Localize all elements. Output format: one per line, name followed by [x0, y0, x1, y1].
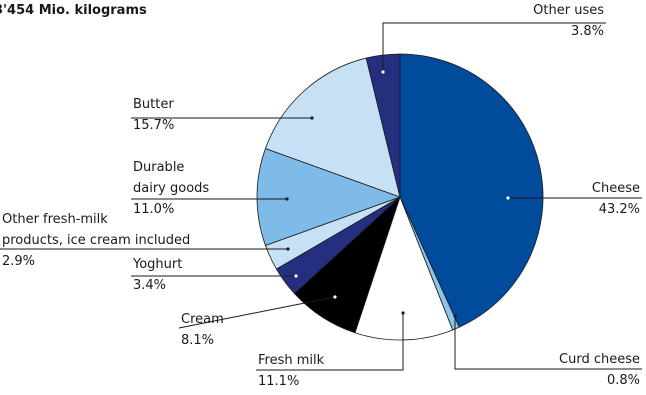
slice-cheese — [399, 53, 544, 328]
leader-dot-yoghurt — [294, 274, 298, 278]
slice-percent-other-fresh-milk-products: 2.9% — [2, 254, 35, 269]
slice-percent-other-uses: 3.8% — [571, 24, 604, 39]
slice-butter — [264, 57, 401, 198]
slice-fresh-milk — [354, 195, 454, 341]
slice-label-curd-cheese: Curd cheese — [559, 352, 640, 367]
slice-percent-fresh-milk: 11.1% — [258, 374, 299, 389]
slice-label-other-uses: Other uses — [533, 3, 604, 18]
chart-title: 3'454 Mio. kilograms — [0, 3, 147, 18]
slice-percent-yoghurt: 3.4% — [133, 278, 166, 293]
slice-label-butter: Butter — [133, 97, 174, 112]
slice-percent-butter: 15.7% — [133, 118, 174, 133]
leader-line-fresh-milk — [256, 313, 404, 371]
slice-label-yoghurt: Yoghurt — [132, 257, 182, 272]
slice-label-cream: Cream — [181, 312, 224, 327]
leader-dot-cheese — [506, 196, 510, 200]
leader-line-curd-cheese — [454, 316, 642, 370]
slice-label-fresh-milk: Fresh milk — [258, 353, 325, 368]
leader-line-cream — [178, 296, 336, 329]
leader-dot-cream — [333, 295, 337, 299]
leader-dot-fresh-milk — [401, 311, 405, 315]
leader-line-other-uses — [382, 22, 606, 72]
leader-dot-curd-cheese — [453, 314, 457, 318]
slice-percent-cheese: 43.2% — [599, 202, 640, 217]
slice-labels: Cheese 43.2% Curd cheese 0.8% Fresh milk 11.1… — [2, 3, 640, 389]
slice-label-durable-dairy-goods: dairy goods — [133, 181, 209, 196]
leader-dot-other-uses — [381, 70, 385, 74]
leader-dot-durable-dairy-goods — [285, 197, 289, 201]
slice-label-cheese: Cheese — [592, 181, 640, 196]
leader-dot-butter — [310, 116, 314, 120]
leader-lines — [0, 22, 642, 371]
slice-percent-curd-cheese: 0.8% — [607, 373, 640, 388]
slice-label-durable-dairy-goods: Durable — [133, 160, 184, 175]
slice-label-other-fresh-milk-products: products, ice cream included — [2, 233, 190, 248]
slice-durable-dairy-goods — [256, 148, 402, 246]
slice-percent-cream: 8.1% — [181, 333, 214, 348]
leader-dot-other-fresh-milk-products — [286, 247, 290, 251]
slice-percent-durable-dairy-goods: 11.0% — [133, 202, 174, 217]
pie-slices — [256, 53, 544, 341]
slice-label-other-fresh-milk-products: Other fresh-milk — [2, 212, 108, 227]
